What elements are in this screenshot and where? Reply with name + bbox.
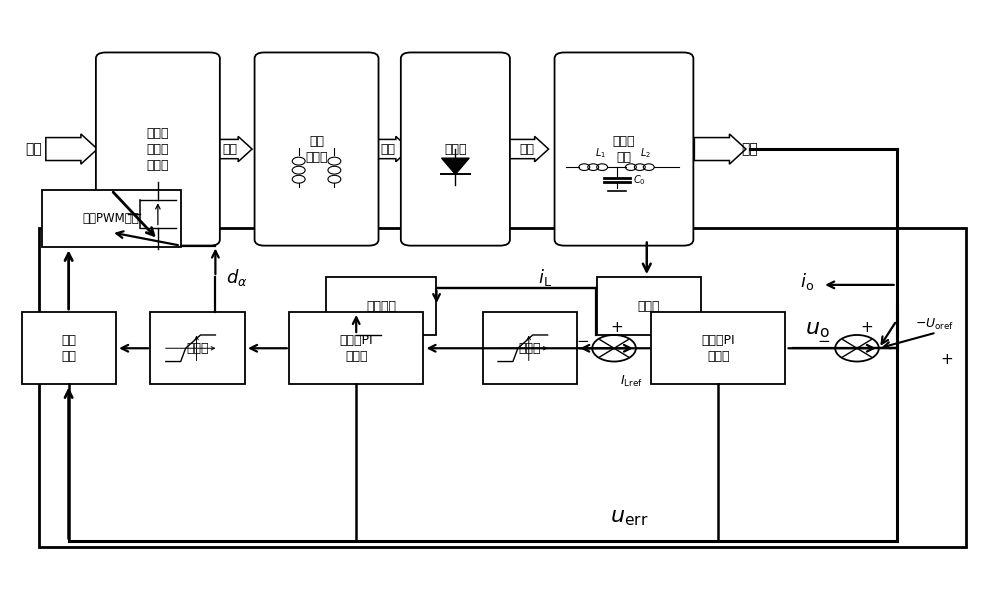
Text: 三电平
全桥逆
变单元: 三电平 全桥逆 变单元 [147, 127, 169, 171]
Bar [22, 312, 116, 384]
Text: 模式检测: 模式检测 [366, 299, 396, 313]
Polygon shape [366, 136, 410, 162]
Text: $I_{\rm Lref}$: $I_{\rm Lref}$ [620, 373, 643, 389]
Text: −: − [576, 334, 589, 348]
Text: 自适应PI
调节器: 自适应PI 调节器 [339, 334, 373, 363]
Polygon shape [505, 136, 549, 162]
Polygon shape [694, 134, 746, 164]
Text: 限幅器: 限幅器 [186, 341, 209, 355]
Bar [42, 190, 181, 247]
Text: 交流: 交流 [380, 143, 395, 155]
Text: 电流
滞环: 电流 滞环 [61, 334, 76, 363]
FancyBboxPatch shape [255, 53, 379, 245]
FancyBboxPatch shape [401, 53, 510, 245]
Text: 整流桥: 整流桥 [444, 143, 467, 155]
Text: 直流: 直流 [519, 143, 534, 155]
Text: $L_2$: $L_2$ [640, 146, 651, 160]
Text: 中频
变压器: 中频 变压器 [305, 135, 328, 163]
Bar [597, 277, 701, 335]
Text: 限幅器: 限幅器 [518, 341, 541, 355]
Polygon shape [46, 134, 97, 164]
Text: 直流: 直流 [742, 142, 758, 156]
Text: $C_0$: $C_0$ [633, 174, 646, 187]
Text: 传感器: 传感器 [638, 299, 660, 313]
Polygon shape [441, 158, 469, 174]
Text: $i_{\rm o}$: $i_{\rm o}$ [800, 271, 814, 293]
Text: +: + [861, 320, 873, 335]
Bar [483, 312, 577, 384]
Bar [651, 312, 785, 384]
Text: +: + [940, 352, 953, 367]
Bar [326, 277, 436, 335]
Polygon shape [208, 136, 252, 162]
Bar [150, 312, 245, 384]
Text: $i_{\rm L}$: $i_{\rm L}$ [538, 266, 552, 288]
Text: +: + [611, 320, 623, 335]
Text: $-U_{\rm oref}$: $-U_{\rm oref}$ [915, 316, 954, 332]
Text: $d_{\alpha}$: $d_{\alpha}$ [226, 266, 248, 288]
Text: $u_{\rm o}$: $u_{\rm o}$ [805, 320, 830, 340]
Text: 移相PWM生成: 移相PWM生成 [83, 212, 140, 225]
Text: 交流: 交流 [223, 143, 238, 155]
FancyBboxPatch shape [96, 53, 220, 245]
FancyBboxPatch shape [555, 53, 693, 245]
Text: 自适应PI
调节器: 自适应PI 调节器 [701, 334, 735, 363]
Text: 输出滤
波器: 输出滤 波器 [613, 135, 635, 163]
Text: $u_{\rm err}$: $u_{\rm err}$ [610, 509, 648, 529]
Bar [289, 312, 423, 384]
Text: 直流: 直流 [26, 142, 42, 156]
Text: −: − [817, 334, 830, 348]
Bar [39, 228, 966, 548]
Text: $L_1$: $L_1$ [595, 146, 606, 160]
